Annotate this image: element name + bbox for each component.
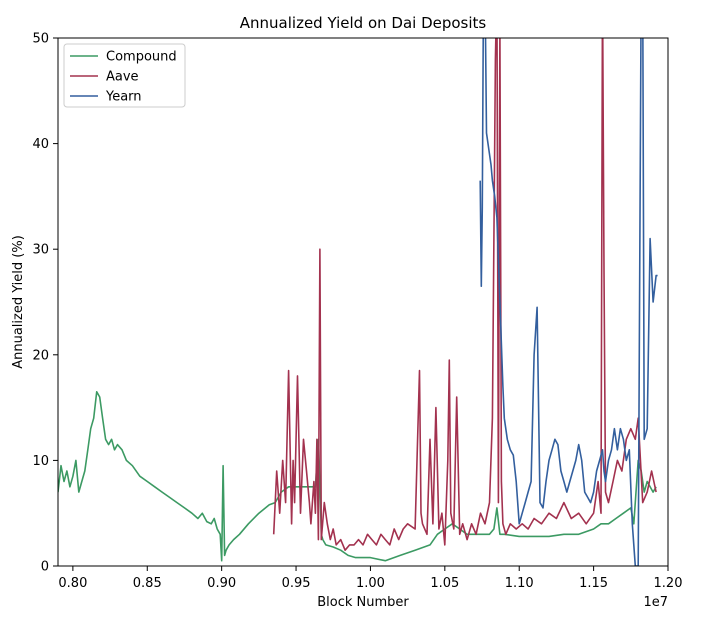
series-line-compound: [58, 390, 657, 562]
series-line-aave: [272, 38, 657, 552]
y-tick-label: 0: [41, 560, 49, 575]
y-axis-ticks: 0 10 20 30 40 50: [32, 32, 58, 575]
y-axis-label: Annualized Yield (%): [11, 235, 26, 369]
legend-box: [63, 43, 186, 108]
plot-frame: [57, 37, 669, 567]
legend: Compound Aave Yearn: [63, 43, 186, 108]
x-tick-label: 0.80: [58, 576, 87, 591]
x-axis-label: Block Number: [317, 595, 409, 610]
x-tick-label: 1.15: [579, 576, 608, 591]
series-layer: [58, 38, 658, 566]
y-tick-label: 20: [32, 348, 49, 363]
legend-label-compound: Compound: [106, 50, 177, 65]
y-tick-label: 50: [32, 32, 49, 47]
x-tick-label: 1.10: [505, 576, 534, 591]
x-tick-label: 0.90: [207, 576, 236, 591]
x-tick-label: 0.85: [133, 576, 162, 591]
x-tick-label: 0.95: [282, 576, 311, 591]
x-axis-offset-label: 1e7: [643, 595, 668, 610]
y-tick-label: 40: [32, 137, 49, 152]
x-axis-ticks: 0.80 0.85 0.90 0.95 1.00 1.05 1.10 1.15 1.20: [58, 566, 682, 591]
legend-label-yearn: Yearn: [105, 90, 142, 105]
x-tick-label: 1.20: [654, 576, 683, 591]
legend-label-aave: Aave: [106, 70, 139, 85]
x-tick-label: 1.00: [356, 576, 385, 591]
y-tick-label: 10: [32, 454, 49, 469]
series-line-yearn: [479, 38, 658, 566]
x-tick-label: 1.05: [430, 576, 459, 591]
y-tick-label: 30: [32, 243, 49, 258]
chart-title: Annualized Yield on Dai Deposits: [240, 14, 487, 32]
